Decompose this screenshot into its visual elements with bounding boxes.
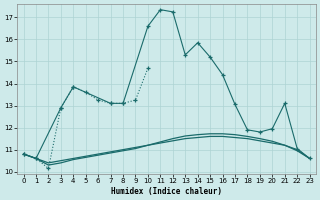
X-axis label: Humidex (Indice chaleur): Humidex (Indice chaleur) xyxy=(111,187,222,196)
